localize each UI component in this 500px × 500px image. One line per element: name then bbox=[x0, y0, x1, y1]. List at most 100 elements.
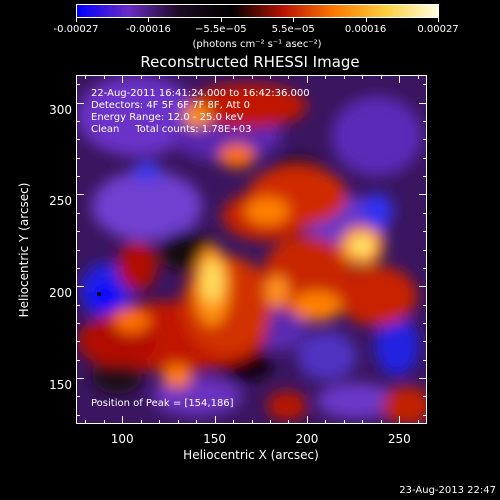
rhessi-heatmap bbox=[77, 76, 426, 423]
x-tick-top bbox=[269, 75, 271, 79]
y-tick-label-text: 250 bbox=[49, 194, 72, 209]
x-tick-label: 200 bbox=[295, 432, 319, 446]
y-tick bbox=[76, 231, 80, 233]
y-tick bbox=[76, 102, 84, 104]
colorbar-tick bbox=[148, 17, 150, 22]
y-tick bbox=[76, 194, 84, 196]
x-tick bbox=[288, 420, 290, 424]
x-axis-title: Heliocentric X (arcsec) bbox=[183, 448, 319, 462]
rhessi-image: 22-Aug-2011 16:41:24.000 to 16:42:36.000… bbox=[76, 75, 427, 424]
y-tick-right bbox=[423, 267, 427, 269]
x-tick-top bbox=[251, 75, 253, 79]
y-tick-right bbox=[419, 286, 427, 288]
x-tick bbox=[140, 420, 142, 424]
clean-counts-label: Clean Total counts: 1.78E+03 bbox=[91, 124, 252, 135]
x-tick-label: 100 bbox=[110, 432, 134, 446]
x-tick-top bbox=[417, 75, 419, 79]
x-tick-top bbox=[196, 75, 198, 79]
y-tick-right bbox=[423, 157, 427, 159]
x-tick-top bbox=[233, 75, 235, 79]
y-tick-right bbox=[423, 139, 427, 141]
time-range-label: 22-Aug-2011 16:41:24.000 to 16:42:36.000 bbox=[91, 88, 310, 99]
x-tick-top bbox=[306, 75, 308, 83]
energy-range-label: Energy Range: 12.0 - 25.0 keV bbox=[91, 112, 244, 123]
y-tick-label-text: 200 bbox=[49, 286, 72, 301]
x-tick bbox=[417, 420, 419, 424]
y-tick bbox=[76, 286, 84, 288]
y-tick bbox=[76, 378, 84, 380]
y-tick bbox=[76, 396, 80, 398]
y-tick-right bbox=[423, 120, 427, 122]
colorbar-tick-label: 0.00027 bbox=[417, 24, 459, 35]
x-tick bbox=[380, 420, 382, 424]
x-tick-top bbox=[85, 75, 87, 79]
colorbar-tick bbox=[365, 17, 367, 22]
x-tick-top bbox=[140, 75, 142, 79]
y-tick bbox=[76, 176, 80, 178]
y-tick-label-text: 300 bbox=[49, 102, 72, 117]
y-tick-right bbox=[423, 414, 427, 416]
colorbar-tick bbox=[438, 17, 439, 22]
y-tick bbox=[76, 249, 80, 251]
y-tick-right bbox=[419, 378, 427, 380]
y-tick-right bbox=[423, 304, 427, 306]
x-tick-label: 250 bbox=[387, 432, 411, 446]
x-tick bbox=[177, 420, 179, 424]
y-tick-right bbox=[423, 249, 427, 251]
x-tick bbox=[85, 420, 87, 424]
colorbar-tick-label: −5.5e−05 bbox=[195, 24, 247, 35]
x-tick-top bbox=[159, 75, 161, 79]
y-tick bbox=[76, 139, 80, 141]
colorbar-tick-label: 0.00016 bbox=[344, 24, 387, 35]
colorbar bbox=[76, 4, 439, 18]
y-tick-label-text: 150 bbox=[49, 378, 72, 393]
image-title: Reconstructed RHESSI Image bbox=[140, 53, 360, 71]
y-tick-right bbox=[419, 102, 427, 104]
y-tick-right bbox=[423, 176, 427, 178]
colorbar-tick-label: -0.00027 bbox=[53, 24, 99, 35]
x-tick bbox=[196, 420, 198, 424]
y-tick bbox=[76, 157, 80, 159]
colorbar-tick bbox=[220, 17, 222, 22]
y-tick-right bbox=[423, 84, 427, 86]
x-tick-label: 150 bbox=[203, 432, 226, 446]
colorbar-tick bbox=[76, 17, 77, 22]
y-tick-right bbox=[423, 212, 427, 214]
x-tick-top bbox=[103, 75, 105, 79]
x-tick bbox=[399, 416, 401, 424]
colorbar-tick bbox=[293, 17, 295, 22]
x-tick bbox=[325, 420, 327, 424]
x-tick-top bbox=[214, 75, 216, 83]
y-tick-right bbox=[423, 231, 427, 233]
x-tick bbox=[362, 420, 364, 424]
x-tick bbox=[343, 420, 345, 424]
y-tick-right bbox=[419, 194, 427, 196]
x-tick bbox=[251, 420, 253, 424]
y-tick-right bbox=[423, 341, 427, 343]
y-tick bbox=[76, 322, 80, 324]
y-tick bbox=[76, 267, 80, 269]
colorbar-tick-label: 5.5e−05 bbox=[271, 24, 315, 35]
x-tick bbox=[122, 416, 124, 424]
colorbar-units: (photons cm⁻² s⁻¹ asec⁻²) bbox=[192, 39, 322, 50]
x-tick-top bbox=[380, 75, 382, 79]
x-tick-top bbox=[325, 75, 327, 79]
y-tick bbox=[76, 84, 80, 86]
x-tick-top bbox=[288, 75, 290, 79]
y-tick bbox=[76, 120, 80, 122]
x-tick bbox=[306, 416, 308, 424]
y-tick-right bbox=[423, 396, 427, 398]
x-tick bbox=[233, 420, 235, 424]
peak-marker bbox=[97, 292, 101, 296]
y-axis-title: Heliocentric Y (arcsec) bbox=[17, 182, 31, 318]
y-tick-right bbox=[423, 322, 427, 324]
x-tick bbox=[103, 420, 105, 424]
x-tick-top bbox=[399, 75, 401, 83]
timestamp: 23-Aug-2013 22:47 bbox=[399, 485, 496, 496]
x-tick-top bbox=[122, 75, 124, 83]
x-tick bbox=[214, 416, 216, 424]
peak-position-label: Position of Peak = [154,186] bbox=[91, 398, 234, 409]
x-tick-top bbox=[177, 75, 179, 79]
detectors-label: Detectors: 4F 5F 6F 7F 8F, Att 0 bbox=[91, 100, 251, 111]
x-tick bbox=[269, 420, 271, 424]
